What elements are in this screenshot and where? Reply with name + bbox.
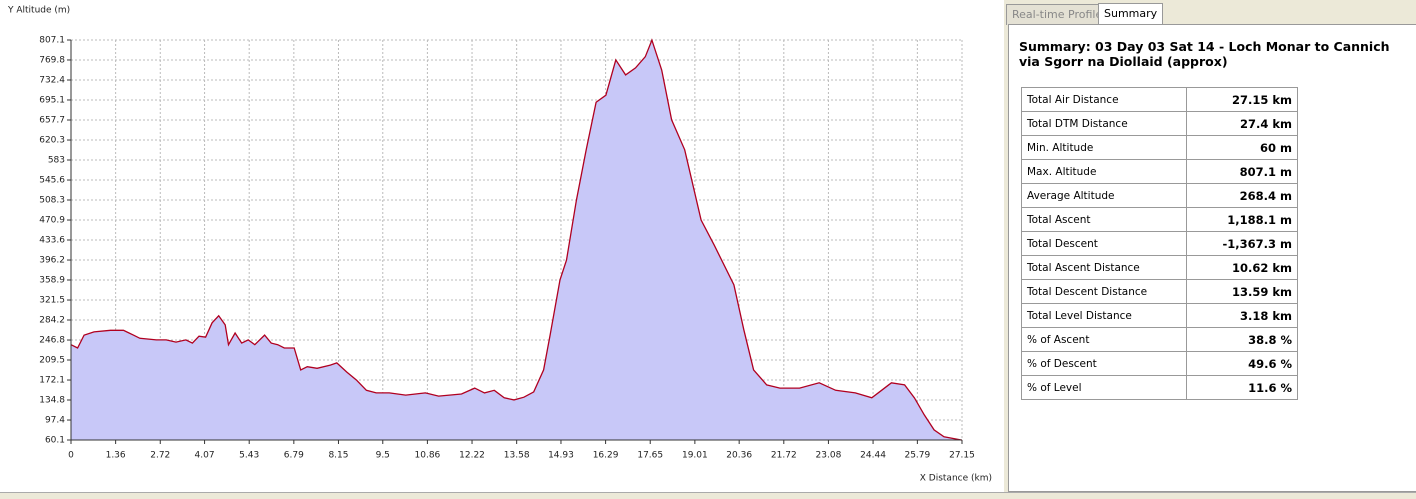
y-tick-label: 284.2	[39, 316, 65, 326]
x-tick-label: 6.79	[284, 451, 304, 461]
x-axis-label: X Distance (km)	[920, 474, 992, 484]
area	[71, 40, 962, 441]
side-panel: Real-time Profile Summary Summary: 03 Da…	[1004, 0, 1416, 492]
summary-title: Summary: 03 Day 03 Sat 14 - Loch Monar t…	[1019, 39, 1390, 69]
x-tick-label: 10.86	[415, 451, 441, 461]
summary-label: % of Descent	[1021, 351, 1187, 376]
chart: Y Altitude (m) X Distance (km) 60.1 97.4 1…	[7, 6, 992, 484]
summary-row: % of Ascent 38.8 %	[1021, 327, 1298, 352]
y-tick-label: 470.9	[39, 216, 65, 226]
summary-label: Total Ascent Distance	[1021, 255, 1187, 280]
summary-row: Total Level Distance 3.18 km	[1021, 303, 1298, 328]
summary-label: Max. Altitude	[1021, 159, 1187, 184]
summary-row: Total DTM Distance 27.4 km	[1021, 111, 1298, 136]
summary-value: 807.1 m	[1186, 159, 1298, 184]
summary-value: 10.62 km	[1186, 255, 1298, 280]
tab-active[interactable]: Summary	[1098, 3, 1164, 25]
x-tick-label: 25.79	[904, 451, 930, 461]
summary-panel: Summary: 03 Day 03 Sat 14 - Loch Monar t…	[1008, 24, 1416, 492]
summary-row: Total Ascent 1,188.1 m	[1021, 207, 1298, 232]
summary-label: % of Ascent	[1021, 327, 1187, 352]
summary-value: 1,188.1 m	[1186, 207, 1298, 232]
y-tick-label: 807.1	[39, 36, 65, 46]
x-tick-label: 4.07	[195, 451, 215, 461]
summary-label: Total Air Distance	[1021, 87, 1187, 112]
summary-label: Total DTM Distance	[1021, 111, 1187, 136]
summary-value: -1,367.3 m	[1186, 231, 1298, 256]
x-tick-label: 13.58	[504, 451, 530, 461]
y-axis-label: Y Altitude (m)	[7, 6, 70, 16]
summary-row: Total Ascent Distance 10.62 km	[1021, 255, 1298, 280]
x-tick-label: 19.01	[682, 451, 708, 461]
y-tick-label: 508.3	[39, 196, 65, 206]
summary-label: Average Altitude	[1021, 183, 1187, 208]
y-tick-label: 60.1	[45, 436, 65, 446]
summary-row: % of Level 11.6 %	[1021, 375, 1298, 400]
x-tick-label: 16.29	[593, 451, 619, 461]
y-tick-label: 657.7	[39, 116, 65, 126]
bottom-bar	[0, 492, 1416, 499]
summary-row: Min. Altitude 60 m	[1021, 135, 1298, 160]
x-tick-label: 27.15	[949, 451, 975, 461]
x-tick-label: 23.08	[816, 451, 842, 461]
summary-label: Total Descent	[1021, 231, 1187, 256]
y-tick-label: 246.8	[39, 336, 65, 346]
y-tick-label: 172.1	[39, 376, 65, 386]
summary-row: Max. Altitude 807.1 m	[1021, 159, 1298, 184]
x-tick-label: 0	[68, 451, 74, 461]
summary-row: Average Altitude 268.4 m	[1021, 183, 1298, 208]
summary-label: % of Level	[1021, 375, 1187, 400]
y-tick-label: 695.1	[39, 95, 65, 105]
y-tick-label: 134.8	[39, 396, 65, 406]
y-tick-label: 321.5	[39, 296, 65, 306]
summary-value: 38.8 %	[1186, 327, 1298, 352]
y-tick-label: 358.9	[39, 276, 65, 286]
summary-value: 49.6 %	[1186, 351, 1298, 376]
line	[70, 38, 963, 441]
x-tick-label: 17.65	[637, 451, 663, 461]
summary-row: % of Descent 49.6 %	[1021, 351, 1298, 376]
summary-table: Total Air Distance 27.15 km Total DTM Dist…	[1021, 87, 1298, 400]
y-tick-label: 732.4	[39, 76, 65, 86]
x-tick-label: 5.43	[239, 451, 259, 461]
x-tick-label: 8.15	[328, 451, 348, 461]
y-tick-label: 620.3	[39, 136, 65, 146]
y-tick-label: 209.5	[39, 356, 65, 366]
summary-value: 268.4 m	[1186, 183, 1298, 208]
summary-value: 3.18 km	[1186, 303, 1298, 328]
x-tick-label: 12.22	[459, 451, 485, 461]
x-tick-label: 9.5	[376, 451, 390, 461]
y-tick-label: 396.2	[39, 256, 65, 266]
summary-value: 13.59 km	[1186, 279, 1298, 304]
tab[interactable]: Real-time Profile	[1006, 4, 1109, 25]
summary-label: Total Descent Distance	[1021, 279, 1187, 304]
summary-row: Total Descent -1,367.3 m	[1021, 231, 1298, 256]
summary-label: Total Ascent	[1021, 207, 1187, 232]
summary-row: Total Air Distance 27.15 km	[1021, 87, 1298, 112]
summary-value: 11.6 %	[1186, 375, 1298, 400]
x-tick-label: 1.36	[106, 451, 126, 461]
summary-row: Total Descent Distance 13.59 km	[1021, 279, 1298, 304]
y-tick-label: 97.4	[45, 416, 65, 426]
x-tick-label: 24.44	[860, 451, 886, 461]
y-tick-label: 769.8	[39, 55, 65, 65]
y-tick-label: 583	[48, 156, 65, 166]
y-tick-label: 433.6	[39, 236, 65, 246]
x-tick-label: 21.72	[771, 451, 797, 461]
x-tick-label: 14.93	[548, 451, 574, 461]
x-tick-label: 2.72	[150, 451, 170, 461]
summary-value: 27.4 km	[1186, 111, 1298, 136]
summary-label: Min. Altitude	[1021, 135, 1187, 160]
summary-value: 27.15 km	[1186, 87, 1298, 112]
x-tick-label: 20.36	[726, 451, 752, 461]
summary-value: 60 m	[1186, 135, 1298, 160]
y-tick-label: 545.6	[39, 176, 65, 186]
summary-label: Total Level Distance	[1021, 303, 1187, 328]
